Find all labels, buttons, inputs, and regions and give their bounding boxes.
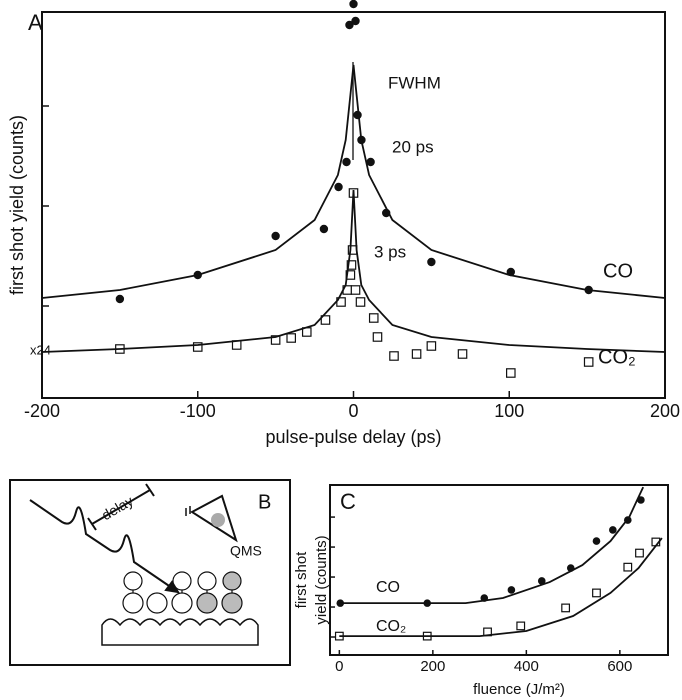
data-point [411, 349, 422, 359]
data-point [351, 16, 360, 26]
chart-panel: A -200 -100 0 100 200 pulse-pulse delay (ps) fi… [7, 0, 680, 447]
annotation: CO₂ [376, 618, 406, 635]
data-point [506, 368, 516, 378]
data-point [537, 577, 546, 585]
y-axis-label: first shot yield (counts) [7, 115, 27, 295]
data-point [346, 260, 357, 270]
annotation: 3 ps [374, 242, 406, 261]
annotation: CO [603, 260, 633, 282]
data-point [507, 586, 516, 594]
x-axis-label: pulse-pulse delay (ps) [265, 427, 441, 447]
data-point [345, 20, 354, 30]
fit-line [339, 486, 645, 604]
data-point [350, 285, 361, 295]
x-tick-label: 0 [335, 658, 343, 675]
data-point [355, 297, 366, 307]
adsorbates [122, 571, 243, 614]
panel-label: B [258, 491, 271, 513]
annotation: 20 ps [392, 137, 434, 156]
fit-line [41, 189, 666, 353]
data-point [592, 588, 601, 598]
qms-label: QMS [230, 543, 262, 559]
data-point [366, 157, 375, 167]
diagram-b [9, 479, 291, 666]
diagram-frame [9, 479, 291, 666]
data-point [372, 332, 383, 342]
data-point [389, 351, 399, 361]
data-point [368, 313, 379, 323]
data-point [192, 342, 203, 352]
fit-line [41, 64, 666, 299]
annotation: FWHM [388, 73, 441, 92]
data-point [426, 341, 437, 351]
x-tick-label: 400 [514, 658, 539, 675]
data-point [561, 603, 571, 613]
qms-cone [190, 494, 238, 543]
pulse-train [29, 499, 179, 593]
data-point [427, 257, 436, 267]
data-point [320, 315, 331, 325]
data-point [349, 0, 358, 9]
panel-label: C [340, 489, 356, 514]
qms-ion [211, 513, 225, 527]
data-point [457, 349, 468, 359]
x-tick-label: -200 [24, 401, 60, 421]
data-point [334, 182, 343, 192]
x-axis-label: fluence (J/m²) [473, 681, 565, 698]
data-point [319, 224, 329, 234]
delay-bracket [87, 483, 155, 531]
x-tick-label: 100 [494, 401, 524, 421]
y-axis-label: yield (counts) [313, 535, 330, 624]
x-tick-label: 200 [420, 658, 445, 675]
x-tick-label: 600 [607, 658, 632, 675]
chart-panel: C 0 200 400 600 fluence (J/m²) first shot yield… [293, 484, 669, 698]
annotation: CO₂ [598, 346, 636, 368]
x-tick-label: 0 [348, 401, 358, 421]
data-point [115, 294, 125, 304]
y-axis-label: first shot [293, 551, 310, 609]
data-point [623, 562, 633, 572]
x-tick-label: -100 [180, 401, 216, 421]
fit-line [339, 537, 663, 637]
annotation: CO [376, 579, 400, 596]
data-point [516, 621, 526, 631]
plot-frame [329, 484, 669, 656]
data-point [286, 333, 296, 343]
data-point [609, 526, 617, 534]
data-point [271, 231, 280, 241]
data-point [270, 335, 281, 345]
x-tick-label: 200 [650, 401, 680, 421]
surface [101, 618, 259, 646]
panel-label: A [28, 10, 43, 35]
data-point [592, 537, 601, 545]
delay-label: delay [99, 493, 136, 524]
data-point [583, 357, 594, 367]
qms-slit [185, 506, 191, 516]
data-point [342, 157, 351, 167]
arrow-head [164, 580, 180, 594]
annotation: x24 [30, 342, 51, 357]
data-point [635, 548, 644, 558]
